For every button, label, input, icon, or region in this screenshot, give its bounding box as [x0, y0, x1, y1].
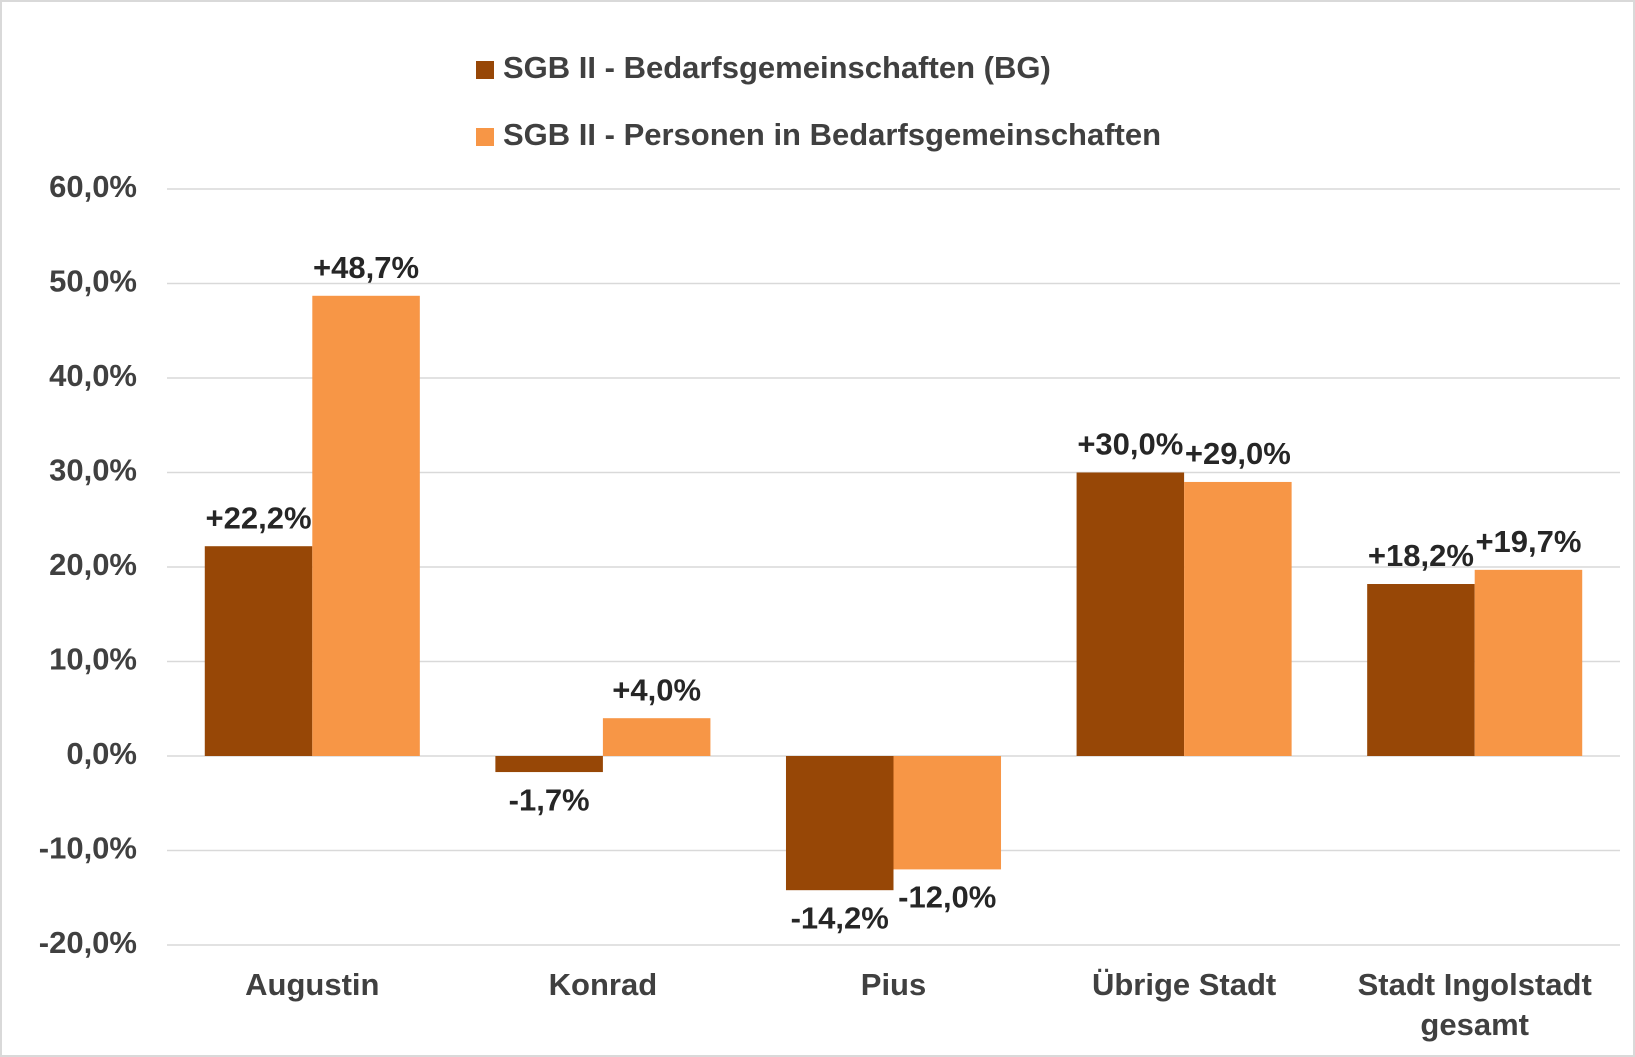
bar	[1184, 481, 1292, 756]
data-label: -1,7%	[509, 782, 590, 817]
y-tick-label: 30,0%	[49, 453, 137, 488]
data-label: +22,2%	[206, 500, 312, 535]
x-tick-label: Augustin	[245, 967, 379, 1002]
data-label: -14,2%	[791, 900, 889, 935]
x-tick-label: Pius	[861, 967, 926, 1002]
data-label: +48,7%	[313, 250, 419, 285]
data-label: +19,7%	[1475, 524, 1581, 559]
bar	[204, 546, 313, 756]
data-label: -12,0%	[898, 880, 996, 915]
legend-label: SGB II - Personen in Bedarfsgemeinschaft…	[503, 117, 1161, 152]
bar	[602, 718, 711, 756]
data-label: +4,0%	[612, 672, 701, 707]
bar	[893, 756, 1002, 870]
bar	[1474, 569, 1583, 756]
legend-swatch	[476, 61, 494, 79]
y-tick-label: -20,0%	[39, 925, 137, 960]
bar	[495, 756, 603, 773]
x-tick-label: Konrad	[549, 967, 658, 1002]
bar	[785, 756, 894, 891]
data-label: +30,0%	[1077, 427, 1183, 462]
x-tick-label: Stadt Ingolstadt gesamt	[1358, 967, 1592, 1042]
y-tick-label: 20,0%	[49, 547, 137, 582]
y-tick-label: -10,0%	[39, 831, 137, 866]
y-tick-label: 40,0%	[49, 358, 137, 393]
y-tick-label: 50,0%	[49, 264, 137, 299]
y-tick-label: 0,0%	[66, 736, 137, 771]
bar	[1076, 472, 1185, 756]
y-tick-label: 60,0%	[49, 169, 137, 204]
data-label: +29,0%	[1185, 436, 1291, 471]
bar	[1367, 584, 1475, 756]
bar	[312, 295, 420, 756]
x-tick-label: Übrige Stadt	[1092, 967, 1276, 1002]
data-label: +18,2%	[1368, 538, 1474, 573]
legend-swatch	[476, 128, 494, 146]
legend-label: SGB II - Bedarfsgemeinschaften (BG)	[503, 50, 1051, 85]
y-tick-label: 10,0%	[49, 642, 137, 677]
